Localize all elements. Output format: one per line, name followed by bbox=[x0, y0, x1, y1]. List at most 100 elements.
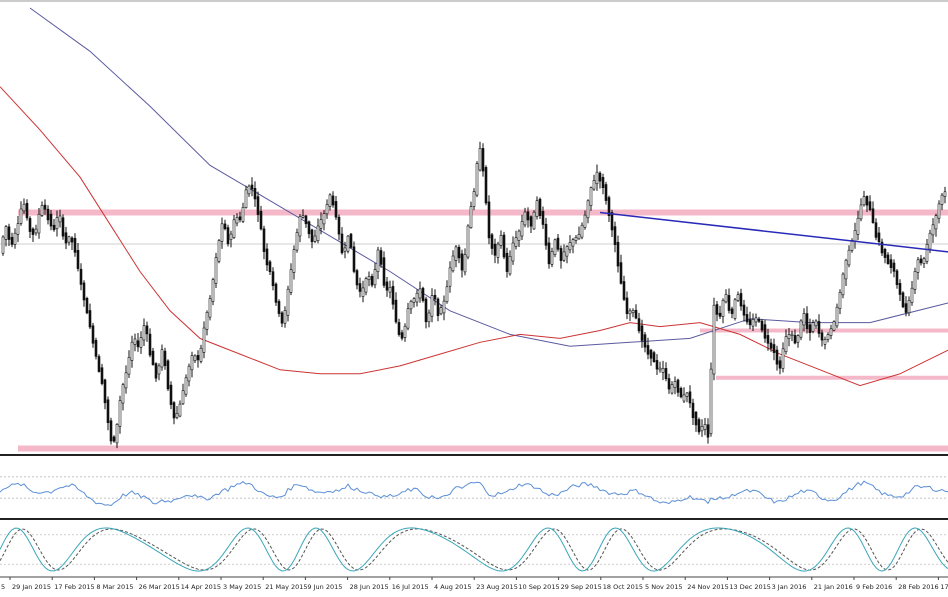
candle-body-bear bbox=[271, 271, 275, 287]
time-axis-tick-label: 9 Jun 2015 bbox=[307, 583, 342, 591]
candle-body-bull bbox=[943, 191, 947, 197]
candle-body-bull bbox=[790, 333, 794, 336]
candle-body-bull bbox=[313, 235, 317, 242]
indicator-1-line bbox=[0, 480, 948, 507]
candle-body-bull bbox=[940, 194, 944, 205]
candle-body-bear bbox=[679, 387, 683, 398]
candle-body-bear bbox=[688, 391, 692, 404]
candle-body-bear bbox=[649, 349, 653, 359]
candle-body-bull bbox=[802, 313, 806, 326]
candle-body-bull bbox=[124, 372, 128, 389]
candle-body-bull bbox=[709, 368, 713, 435]
candle-body-bear bbox=[637, 318, 641, 332]
candle-body-bear bbox=[886, 254, 890, 264]
main-price-pane bbox=[0, 7, 948, 452]
candle-body-bear bbox=[100, 367, 104, 384]
candle-body-bull bbox=[202, 327, 206, 353]
candle-body-bear bbox=[655, 360, 659, 370]
candle-body-bull bbox=[571, 239, 575, 247]
candle-body-bear bbox=[544, 223, 548, 246]
candle-body-bull bbox=[376, 249, 380, 272]
candle-body-bear bbox=[145, 325, 149, 335]
candle-body-bull bbox=[673, 381, 677, 388]
candle-body-bear bbox=[610, 212, 614, 231]
candle-body-bull bbox=[682, 394, 686, 402]
candle-body-bull bbox=[220, 223, 224, 242]
candle-body-bull bbox=[235, 217, 239, 224]
candle-body-bull bbox=[328, 194, 332, 207]
candle-body-bear bbox=[622, 281, 626, 300]
candle-body-bear bbox=[775, 349, 779, 365]
candle-body-bear bbox=[103, 379, 107, 404]
candle-body-bull bbox=[661, 368, 665, 373]
candle-body-bull bbox=[550, 251, 554, 265]
candle-body-bear bbox=[547, 242, 551, 265]
candle-body-bear bbox=[7, 226, 11, 240]
candle-body-bear bbox=[259, 210, 263, 230]
candle-body-bear bbox=[559, 248, 563, 261]
candle-body-bull bbox=[439, 307, 443, 315]
candle-body-bear bbox=[739, 293, 743, 307]
candle-body-bull bbox=[430, 295, 434, 317]
candle-body-bear bbox=[166, 360, 170, 390]
candle-body-bear bbox=[394, 299, 398, 323]
candle-body-bull bbox=[13, 232, 17, 245]
candle-body-bull bbox=[157, 365, 161, 375]
time-axis-tick-label: 29 Sep 2015 bbox=[561, 583, 602, 591]
candle-body-bear bbox=[763, 324, 767, 339]
candle-body-bear bbox=[91, 325, 95, 344]
candle-body-bull bbox=[190, 355, 194, 371]
candle-body-bear bbox=[94, 339, 98, 357]
candle-body-bull bbox=[934, 215, 938, 230]
candle-body-bear bbox=[88, 310, 92, 328]
candle-body-bear bbox=[613, 226, 617, 246]
candle-body-bear bbox=[385, 281, 389, 291]
candle-body-bull bbox=[910, 287, 914, 303]
candle-body-bull bbox=[463, 254, 467, 273]
candle-body-bear bbox=[304, 215, 308, 225]
candle-body-bear bbox=[64, 232, 68, 244]
candle-body-bull bbox=[799, 320, 803, 338]
candle-body-bear bbox=[391, 286, 395, 305]
candle-body-bear bbox=[556, 237, 560, 250]
candle-body-bull bbox=[577, 234, 581, 240]
candle-body-bull bbox=[478, 148, 482, 171]
candle-body-bull bbox=[388, 286, 392, 293]
candle-body-bear bbox=[334, 201, 338, 218]
time-axis-edge-label: 5 bbox=[1, 583, 5, 591]
candle-body-bear bbox=[61, 217, 65, 237]
candle-body-bear bbox=[715, 304, 719, 315]
candle-body-bull bbox=[37, 214, 41, 234]
candle-body-bull bbox=[838, 291, 842, 309]
candle-body-bear bbox=[43, 204, 47, 210]
candle-body-bear bbox=[109, 420, 113, 442]
candle-body-bull bbox=[298, 216, 302, 237]
candle-body-bull bbox=[931, 224, 935, 236]
candle-body-bull bbox=[319, 219, 323, 229]
candle-body-bull bbox=[208, 298, 212, 318]
candle-body-bear bbox=[529, 216, 533, 227]
candle-body-bull bbox=[862, 196, 866, 206]
time-axis-tick-label: 8 Mar 2015 bbox=[96, 583, 133, 591]
candle-body-bear bbox=[805, 313, 809, 330]
descending-trendline bbox=[599, 211, 948, 253]
time-axis-tick-label: 24 Nov 2015 bbox=[687, 583, 729, 591]
candle-body-bull bbox=[442, 300, 446, 314]
candle-body-bull bbox=[475, 163, 479, 196]
candle-body-bear bbox=[277, 301, 281, 314]
candle-body-bear bbox=[352, 246, 356, 272]
candle-body-bull bbox=[205, 311, 209, 330]
candle-body-bear bbox=[742, 304, 746, 316]
candle-body-bear bbox=[904, 303, 908, 313]
candle-body-bull bbox=[454, 246, 458, 261]
candle-body-bear bbox=[706, 424, 710, 438]
candle-body-bear bbox=[634, 309, 638, 319]
candle-body-bull bbox=[523, 211, 527, 226]
candle-body-bull bbox=[781, 348, 785, 369]
time-axis-tick-label: 21 Jan 2016 bbox=[814, 583, 853, 591]
candle-body-bear bbox=[541, 211, 545, 225]
candle-body-bear bbox=[400, 332, 404, 339]
